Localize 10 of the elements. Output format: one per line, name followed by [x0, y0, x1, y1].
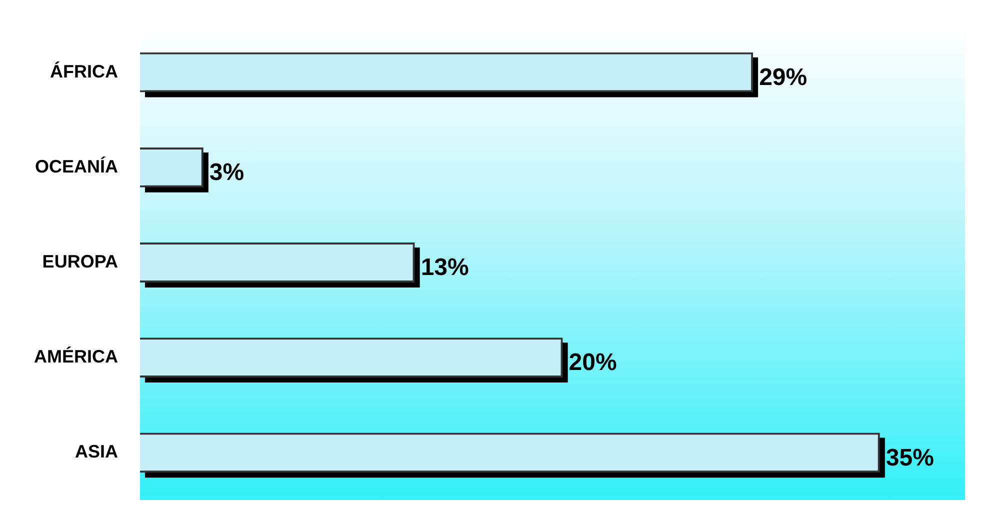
data-label: 13% — [420, 254, 469, 282]
y-tick-label: EUROPA — [42, 251, 118, 272]
data-label: 29% — [759, 64, 808, 91]
y-tick-label: OCEANÍA — [34, 156, 118, 176]
y-tick-label: AMÉRICA — [34, 346, 118, 367]
data-label: 35% — [886, 444, 934, 472]
y-tick-label: ASIA — [74, 442, 118, 462]
data-label: 20% — [568, 349, 617, 376]
y-tick-label: ÁFRICA — [50, 61, 118, 82]
data-label: 3% — [209, 159, 244, 186]
